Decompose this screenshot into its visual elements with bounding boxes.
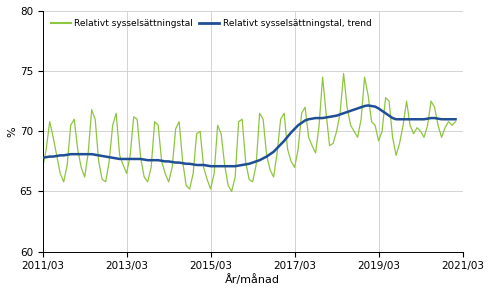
X-axis label: År/månad: År/månad <box>225 274 280 285</box>
Legend: Relativt sysselsättningstal, Relativt sysselsättningstal, trend: Relativt sysselsättningstal, Relativt sy… <box>47 15 375 32</box>
Y-axis label: %: % <box>7 126 17 137</box>
